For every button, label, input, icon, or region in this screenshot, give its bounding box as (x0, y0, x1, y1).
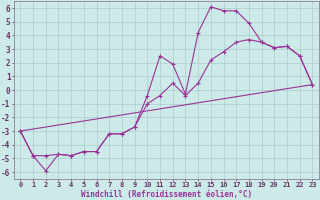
X-axis label: Windchill (Refroidissement éolien,°C): Windchill (Refroidissement éolien,°C) (81, 190, 252, 199)
